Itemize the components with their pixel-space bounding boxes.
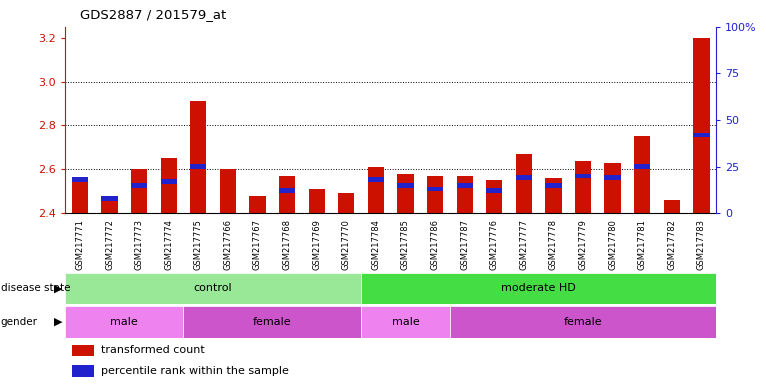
Text: female: female [253, 317, 292, 327]
Text: GSM217774: GSM217774 [164, 220, 173, 270]
Text: ▶: ▶ [54, 317, 63, 327]
Bar [361, 306, 450, 338]
Bar [220, 169, 236, 213]
Bar [604, 175, 620, 180]
Bar [634, 136, 650, 213]
Text: GSM217782: GSM217782 [667, 220, 676, 270]
Bar [65, 273, 361, 304]
Bar [693, 132, 709, 137]
Bar [279, 189, 295, 193]
Bar [309, 189, 325, 213]
Bar [161, 158, 177, 213]
Text: transformed count: transformed count [101, 346, 205, 356]
Bar [190, 164, 206, 169]
Text: male: male [110, 317, 138, 327]
Text: GSM217775: GSM217775 [194, 220, 203, 270]
Text: GSM217787: GSM217787 [460, 220, 469, 270]
Text: control: control [194, 283, 232, 293]
Bar [161, 179, 177, 184]
Text: male: male [391, 317, 419, 327]
Text: GSM217777: GSM217777 [519, 220, 529, 270]
Bar [663, 200, 680, 213]
Text: GSM217772: GSM217772 [105, 220, 114, 270]
Bar [575, 161, 591, 213]
Bar [427, 187, 444, 191]
Text: GSM217785: GSM217785 [401, 220, 410, 270]
Text: disease state: disease state [1, 283, 70, 293]
Text: GSM217773: GSM217773 [135, 220, 143, 270]
Bar [72, 178, 88, 213]
Text: GSM217779: GSM217779 [578, 220, 588, 270]
Bar [338, 194, 355, 213]
Bar [131, 183, 147, 187]
Bar [250, 195, 266, 213]
Bar [131, 169, 147, 213]
Bar [450, 306, 716, 338]
Text: moderate HD: moderate HD [501, 283, 576, 293]
Text: GDS2887 / 201579_at: GDS2887 / 201579_at [80, 8, 227, 21]
Bar [368, 177, 384, 182]
Bar [516, 154, 532, 213]
Text: GSM217778: GSM217778 [549, 220, 558, 270]
Bar [361, 273, 716, 304]
Text: GSM217768: GSM217768 [283, 220, 292, 270]
Text: GSM217780: GSM217780 [608, 220, 617, 270]
Bar [65, 306, 184, 338]
Bar [72, 177, 88, 182]
Bar [545, 183, 561, 187]
Bar [184, 306, 361, 338]
Bar [101, 196, 118, 200]
Bar [398, 174, 414, 213]
Bar [516, 175, 532, 180]
Text: female: female [564, 317, 602, 327]
Bar [72, 365, 93, 377]
Bar [486, 180, 502, 213]
Text: GSM217766: GSM217766 [224, 220, 232, 270]
Text: GSM217769: GSM217769 [313, 220, 321, 270]
Text: GSM217776: GSM217776 [489, 220, 499, 270]
Bar [190, 101, 206, 213]
Text: ▶: ▶ [54, 283, 63, 293]
Bar [575, 174, 591, 178]
Text: GSM217786: GSM217786 [430, 220, 440, 270]
Bar [368, 167, 384, 213]
Bar [457, 176, 473, 213]
Bar [604, 163, 620, 213]
Bar [101, 198, 118, 213]
Bar [457, 183, 473, 187]
Text: GSM217783: GSM217783 [697, 220, 706, 270]
Bar [72, 344, 93, 356]
Bar [279, 176, 295, 213]
Text: GSM217770: GSM217770 [342, 220, 351, 270]
Text: gender: gender [1, 317, 38, 327]
Bar [693, 38, 709, 213]
Text: percentile rank within the sample: percentile rank within the sample [101, 366, 289, 376]
Bar [634, 164, 650, 169]
Bar [427, 176, 444, 213]
Text: GSM217771: GSM217771 [75, 220, 84, 270]
Bar [545, 178, 561, 213]
Text: GSM217781: GSM217781 [638, 220, 647, 270]
Text: GSM217784: GSM217784 [372, 220, 381, 270]
Bar [486, 189, 502, 193]
Text: GSM217767: GSM217767 [253, 220, 262, 270]
Bar [398, 183, 414, 187]
